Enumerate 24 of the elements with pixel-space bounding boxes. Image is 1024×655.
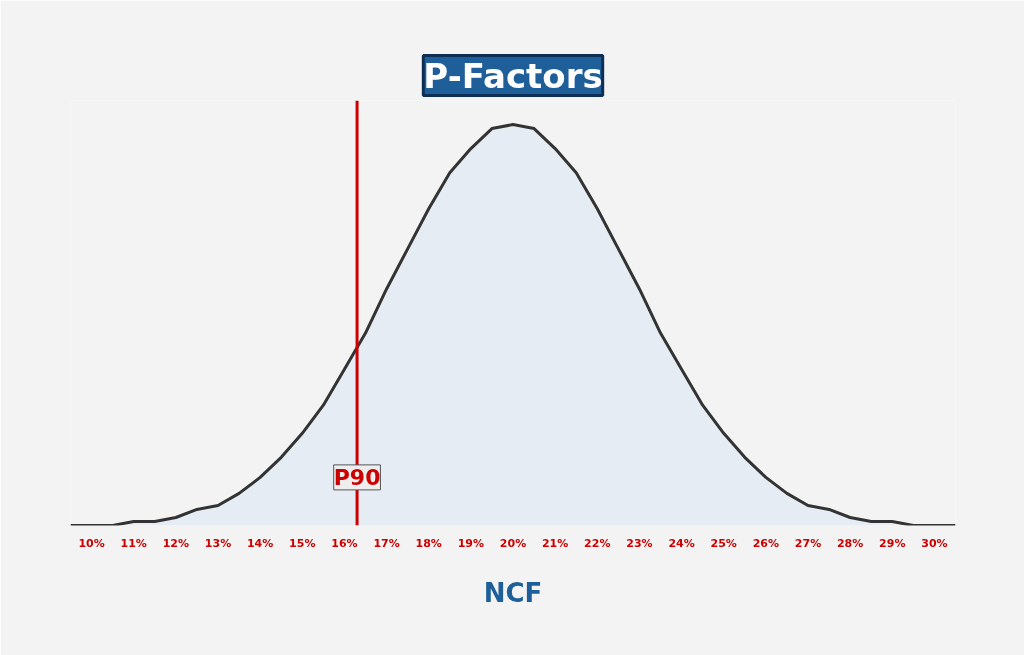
x-axis-title: NCF	[483, 577, 543, 608]
x-tick-label: 20%	[499, 536, 527, 550]
x-tick-label: 25%	[710, 536, 737, 550]
x-tick-label: 21%	[541, 536, 569, 550]
x-tick-label: 15%	[289, 536, 316, 550]
x-tick-label: 28%	[836, 536, 864, 550]
x-tick-label: 14%	[246, 536, 274, 550]
x-tick-label: 29%	[879, 536, 906, 550]
x-tick-label: 23%	[626, 536, 653, 550]
x-tick-label: 13%	[204, 536, 232, 550]
ref-line-label: P90	[333, 464, 381, 490]
x-tick-label: 17%	[373, 536, 400, 550]
x-tick-label: 18%	[415, 536, 442, 550]
x-tick-label: 24%	[668, 536, 695, 550]
x-tick-label: 19%	[457, 536, 485, 550]
chart-title: P-Factors	[423, 55, 603, 96]
x-tick-label: 11%	[120, 536, 147, 550]
x-tick-label: 30%	[921, 536, 948, 550]
x-tick-label: 27%	[794, 536, 822, 550]
x-tick-label: 22%	[584, 536, 611, 550]
x-tick-label: 26%	[752, 536, 780, 550]
x-tick-label: 12%	[162, 536, 190, 550]
x-tick-label: 16%	[331, 536, 358, 550]
x-tick-label: 10%	[78, 536, 105, 550]
